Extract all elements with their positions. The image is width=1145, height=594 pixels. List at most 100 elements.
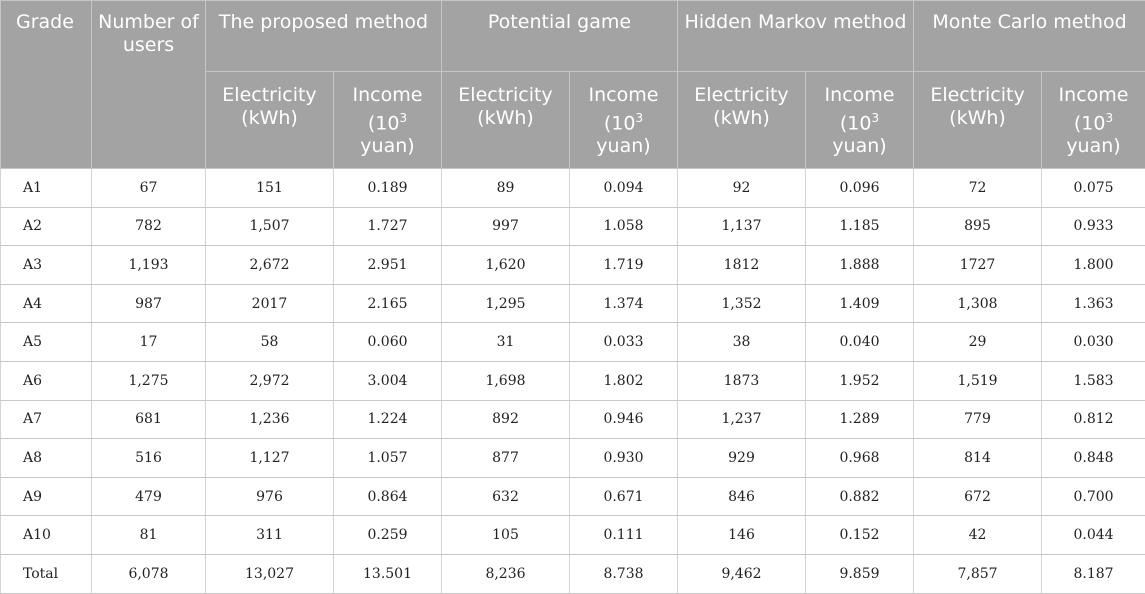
table-cell: 0.671 (570, 477, 678, 516)
table-cell: 0.968 (806, 439, 914, 478)
table-cell: 2.165 (334, 284, 442, 323)
table-cell: 8,236 (442, 554, 570, 593)
table-cell: 1,308 (914, 284, 1042, 323)
income-label-suffix: yuan) (360, 135, 414, 157)
grade-cell: A4 (1, 284, 92, 323)
subheader-income: Income (103 yuan) (806, 72, 914, 169)
table-cell: 58 (206, 323, 334, 362)
table-cell: 779 (914, 400, 1042, 439)
table-cell: 0.259 (334, 516, 442, 555)
table-cell: 1,507 (206, 207, 334, 246)
table-header: Grade Number of users The proposed metho… (1, 1, 1145, 169)
table-cell: 1.952 (806, 361, 914, 400)
table-cell: 31 (442, 323, 570, 362)
table-cell: 846 (678, 477, 806, 516)
table-cell: 1.224 (334, 400, 442, 439)
table-cell: 1,698 (442, 361, 570, 400)
table-cell: 1.185 (806, 207, 914, 246)
table-cell: 877 (442, 439, 570, 478)
table-cell: 0.111 (570, 516, 678, 555)
grade-cell: Total (1, 554, 92, 593)
income-label-prefix: Income (10 (825, 84, 895, 134)
table-cell: 1.374 (570, 284, 678, 323)
header-method-monte-carlo: Monte Carlo method (914, 1, 1145, 72)
table-cell: 0.030 (1042, 323, 1145, 362)
header-method-potential-game: Potential game (442, 1, 678, 72)
income-label-suffix: yuan) (832, 135, 886, 157)
grade-cell: A7 (1, 400, 92, 439)
table-cell: 0.040 (806, 323, 914, 362)
table-cell: 1727 (914, 246, 1042, 285)
table-cell: 0.094 (570, 169, 678, 208)
table-cell: 8.738 (570, 554, 678, 593)
income-label-exponent: 3 (1105, 111, 1113, 125)
table-cell: 0.700 (1042, 477, 1145, 516)
income-label-exponent: 3 (635, 111, 643, 125)
table-cell: 782 (92, 207, 206, 246)
table-cell: 1.800 (1042, 246, 1145, 285)
table-cell: 2,672 (206, 246, 334, 285)
table-cell: 13,027 (206, 554, 334, 593)
table-cell: 2017 (206, 284, 334, 323)
grade-cell: A3 (1, 246, 92, 285)
table-cell: 1.058 (570, 207, 678, 246)
subheader-electricity: Electricity (kWh) (442, 72, 570, 169)
header-users: Number of users (92, 1, 206, 169)
table-cell: 42 (914, 516, 1042, 555)
table-cell: 1,295 (442, 284, 570, 323)
grade-cell: A6 (1, 361, 92, 400)
table-cell: 8.187 (1042, 554, 1145, 593)
table-cell: 0.075 (1042, 169, 1145, 208)
table-cell: 1,620 (442, 246, 570, 285)
table-cell: 29 (914, 323, 1042, 362)
table-cell: 1.719 (570, 246, 678, 285)
table-cell: 1.888 (806, 246, 914, 285)
grade-cell: A1 (1, 169, 92, 208)
grade-cell: A5 (1, 323, 92, 362)
table-cell: 0.152 (806, 516, 914, 555)
table-cell: 92 (678, 169, 806, 208)
grade-cell: A9 (1, 477, 92, 516)
table-cell: 2.951 (334, 246, 442, 285)
table-cell: 1.583 (1042, 361, 1145, 400)
income-label-suffix: yuan) (1066, 135, 1120, 157)
table-cell: 105 (442, 516, 570, 555)
table-cell: 89 (442, 169, 570, 208)
table-cell: 0.060 (334, 323, 442, 362)
table-cell: 151 (206, 169, 334, 208)
table-cell: 0.864 (334, 477, 442, 516)
income-label-exponent: 3 (399, 111, 407, 125)
table-cell: 1,236 (206, 400, 334, 439)
table-cell: 9,462 (678, 554, 806, 593)
table-cell: 0.882 (806, 477, 914, 516)
table-cell: 38 (678, 323, 806, 362)
table-cell: 1,352 (678, 284, 806, 323)
table-cell: 892 (442, 400, 570, 439)
subheader-electricity: Electricity (kWh) (914, 72, 1042, 169)
table-cell: 1.802 (570, 361, 678, 400)
table-cell: 1.363 (1042, 284, 1145, 323)
table-cell: 976 (206, 477, 334, 516)
income-label-prefix: Income (10 (353, 84, 423, 134)
table-cell: 7,857 (914, 554, 1042, 593)
table-cell: 0.946 (570, 400, 678, 439)
table-cell: 0.848 (1042, 439, 1145, 478)
income-label-prefix: Income (10 (589, 84, 659, 134)
table-cell: 72 (914, 169, 1042, 208)
grade-cell: A10 (1, 516, 92, 555)
subheader-income: Income (103 yuan) (1042, 72, 1145, 169)
table-cell: 895 (914, 207, 1042, 246)
header-grade: Grade (1, 1, 92, 169)
table-cell: 929 (678, 439, 806, 478)
table-cell: 13.501 (334, 554, 442, 593)
